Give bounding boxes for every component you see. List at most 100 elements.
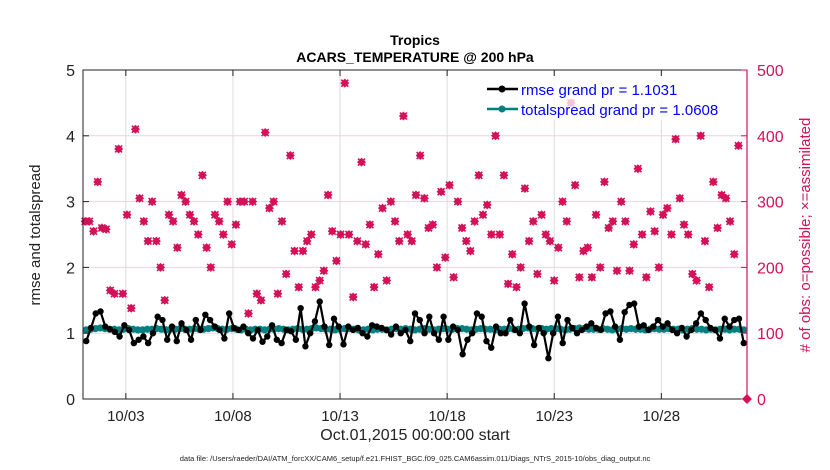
rmse-point bbox=[488, 344, 495, 351]
y2-tick-label: 200 bbox=[757, 260, 784, 277]
rmse-point bbox=[502, 330, 509, 337]
rmse-point bbox=[326, 341, 333, 349]
obs-assimilated-x bbox=[520, 184, 529, 193]
obs-assimilated-x bbox=[583, 243, 592, 252]
rmse-point bbox=[221, 335, 228, 342]
rmse-point bbox=[507, 316, 514, 324]
obs-assimilated-x bbox=[499, 171, 508, 180]
rmse-point bbox=[211, 323, 219, 330]
obs-assimilated-x bbox=[684, 230, 693, 239]
obs-assimilated-x bbox=[663, 204, 672, 213]
x-axis-ticks: 10/03 10/08 10/13 10/18 10/23 10/28 bbox=[107, 70, 680, 425]
obs-assimilated-x bbox=[332, 256, 341, 265]
y2-tick-label: 0 bbox=[757, 392, 766, 409]
obs-assimilated-x bbox=[617, 197, 626, 206]
obs-assimilated-x bbox=[545, 237, 555, 246]
obs-assimilated-x bbox=[671, 135, 680, 144]
legend-spread-label: totalspread grand pr = 1.0608 bbox=[521, 102, 718, 119]
rmse-point bbox=[511, 326, 519, 334]
obs-assimilated-x bbox=[357, 158, 366, 167]
obs-assimilated-x bbox=[206, 263, 215, 272]
obs-assimilated-x bbox=[156, 263, 165, 272]
obs-assimilated-x bbox=[596, 263, 605, 272]
y-tick-label: 0 bbox=[66, 392, 75, 409]
rmse-point bbox=[702, 316, 709, 324]
obs-assimilated-x bbox=[328, 227, 337, 236]
legend-rmse-marker bbox=[498, 85, 506, 93]
obs-assimilated-x bbox=[248, 197, 257, 206]
obs-assimilated-x bbox=[658, 210, 668, 219]
rmse-point bbox=[459, 351, 466, 358]
y2-tick-label: 500 bbox=[757, 63, 784, 80]
rmse-point bbox=[102, 323, 109, 330]
rmse-point bbox=[716, 335, 724, 342]
legend-box bbox=[478, 76, 740, 120]
obs-assimilated-x bbox=[558, 197, 567, 206]
rmse-point bbox=[416, 316, 423, 324]
rmse-point bbox=[621, 308, 628, 316]
obs-assimilated-x bbox=[252, 289, 261, 298]
obs-assimilated-x bbox=[148, 197, 157, 206]
obs-assimilated-x bbox=[118, 289, 127, 298]
obs-assimilated-x bbox=[336, 230, 345, 239]
rmse-point bbox=[397, 330, 404, 337]
obs-assimilated-x bbox=[600, 177, 609, 186]
obs-assimilated-x bbox=[483, 200, 492, 209]
rmse-point bbox=[240, 323, 247, 330]
rmse-point bbox=[245, 330, 252, 337]
obs-assimilated-x bbox=[449, 273, 458, 282]
rmse-point bbox=[411, 310, 419, 317]
obs-assimilated-x bbox=[122, 210, 132, 219]
obs-assimilated-x bbox=[462, 237, 471, 246]
obs-assimilated-x bbox=[416, 151, 425, 160]
rmse-point bbox=[659, 323, 666, 330]
obs-assimilated-x bbox=[215, 217, 224, 226]
obs-assimilated-x bbox=[562, 217, 571, 226]
obs-assimilated-x bbox=[504, 279, 513, 288]
y-tick-label: 3 bbox=[66, 195, 75, 212]
rmse-point bbox=[187, 336, 195, 343]
obs-assimilated-x bbox=[700, 237, 709, 246]
rmse-point bbox=[173, 337, 180, 345]
chart-title: Tropics bbox=[390, 32, 440, 48]
obs-assimilated-x bbox=[365, 220, 374, 229]
obs-assimilated-x bbox=[445, 181, 454, 190]
obs-assimilated-x bbox=[550, 276, 559, 285]
rmse-point bbox=[192, 316, 200, 324]
obs-assimilated-x bbox=[537, 210, 546, 219]
rmse-point bbox=[726, 323, 733, 330]
obs-assimilated-x bbox=[223, 197, 232, 206]
y-tick-label: 5 bbox=[66, 63, 75, 80]
rmse-point bbox=[711, 326, 719, 334]
y-axis-ticks: 0 1 2 3 4 5 bbox=[66, 63, 89, 409]
obs-assimilated-x bbox=[395, 237, 404, 246]
obs-assimilated-x bbox=[667, 230, 676, 239]
obs-assimilated-x bbox=[478, 210, 488, 219]
rmse-point bbox=[83, 337, 90, 345]
rmse-point bbox=[645, 326, 652, 334]
obs-assimilated-x bbox=[89, 227, 98, 236]
rmse-point bbox=[426, 313, 433, 320]
y2-axis-ticks: 0 100 200 300 400 500 bbox=[741, 63, 784, 409]
rmse-point bbox=[454, 326, 462, 334]
grid bbox=[83, 70, 747, 399]
obs-assimilated-x bbox=[725, 217, 735, 226]
rmse-point bbox=[526, 323, 533, 330]
rmse-point bbox=[740, 339, 747, 347]
y2-tick-label: 300 bbox=[757, 195, 784, 212]
rmse-point bbox=[164, 336, 171, 343]
obs-assimilated-x bbox=[638, 230, 647, 239]
obs-assimilated-x bbox=[294, 283, 303, 292]
rmse-point bbox=[345, 323, 352, 330]
obs-assimilated-x bbox=[529, 217, 538, 226]
rmse-point bbox=[673, 330, 681, 337]
rmse-point bbox=[392, 323, 400, 330]
obs-assimilated-x bbox=[202, 243, 211, 252]
data-file-footnote: data file: /Users/raeder/DAI/ATM_forcXX/… bbox=[180, 454, 651, 463]
rmse-point bbox=[573, 330, 581, 337]
y2-axis-label: # of obs: o=possible; ×=assimilated bbox=[797, 118, 814, 353]
obs-assimilated-x bbox=[554, 243, 563, 252]
x-tick-label: 10/18 bbox=[428, 408, 466, 425]
rmse-point bbox=[183, 326, 190, 334]
rmse-point bbox=[678, 324, 686, 332]
